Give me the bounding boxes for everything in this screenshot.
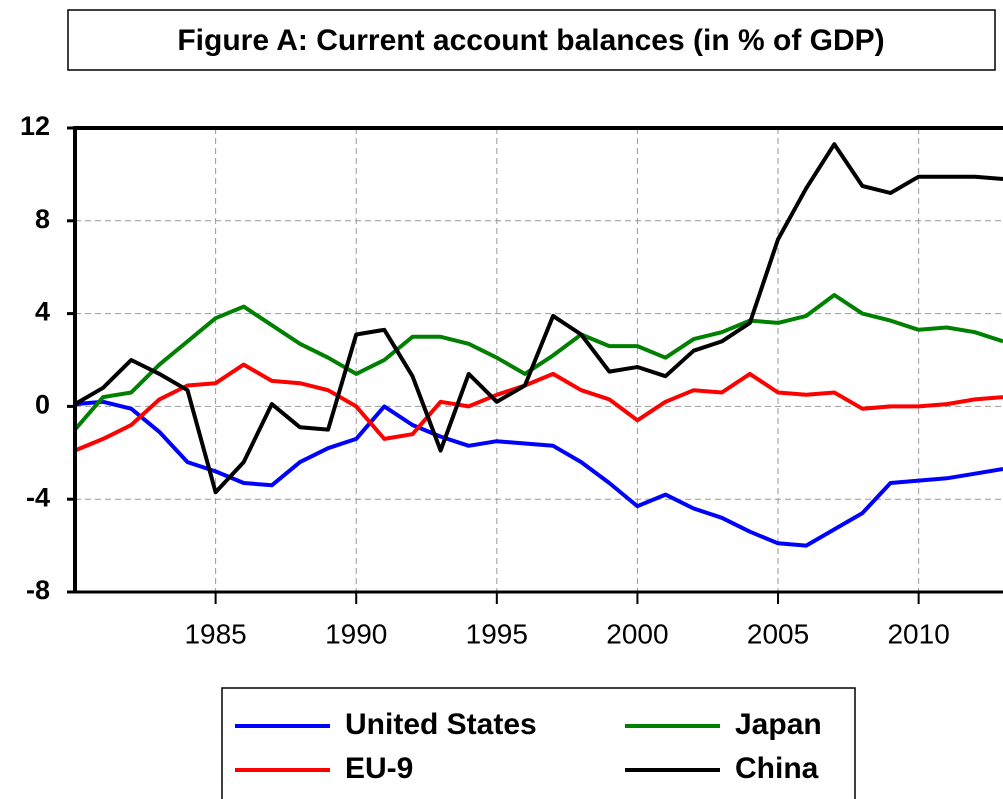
title-box — [67, 9, 996, 71]
plot-frame — [73, 126, 1003, 592]
y-tick-label: 4 — [35, 297, 50, 327]
x-tick-label: 2000 — [606, 618, 668, 649]
legend-label: EU-9 — [345, 752, 413, 785]
series-line — [73, 142, 1003, 495]
legend-label: United States — [345, 708, 537, 741]
x-tick-label: 1995 — [466, 618, 528, 649]
series-line — [74, 362, 1003, 453]
series-line — [73, 293, 1003, 431]
legend-label: China — [735, 752, 819, 785]
series-line — [74, 399, 1003, 548]
y-tick-label: -4 — [26, 482, 50, 512]
y-tick-label: -8 — [26, 575, 50, 605]
x-tick-label: 2010 — [887, 618, 949, 649]
x-tick-label: 1990 — [325, 618, 387, 649]
x-tick-label: 1985 — [184, 618, 246, 649]
y-tick-label: 8 — [35, 204, 50, 234]
legend-label: Japan — [735, 708, 822, 741]
chart-title: Figure A: Current account balances (in %… — [177, 24, 884, 57]
legend-box — [221, 687, 856, 799]
y-tick-label: 12 — [20, 111, 50, 141]
x-tick-label: 2005 — [747, 618, 809, 649]
y-tick-label: 0 — [35, 390, 50, 420]
